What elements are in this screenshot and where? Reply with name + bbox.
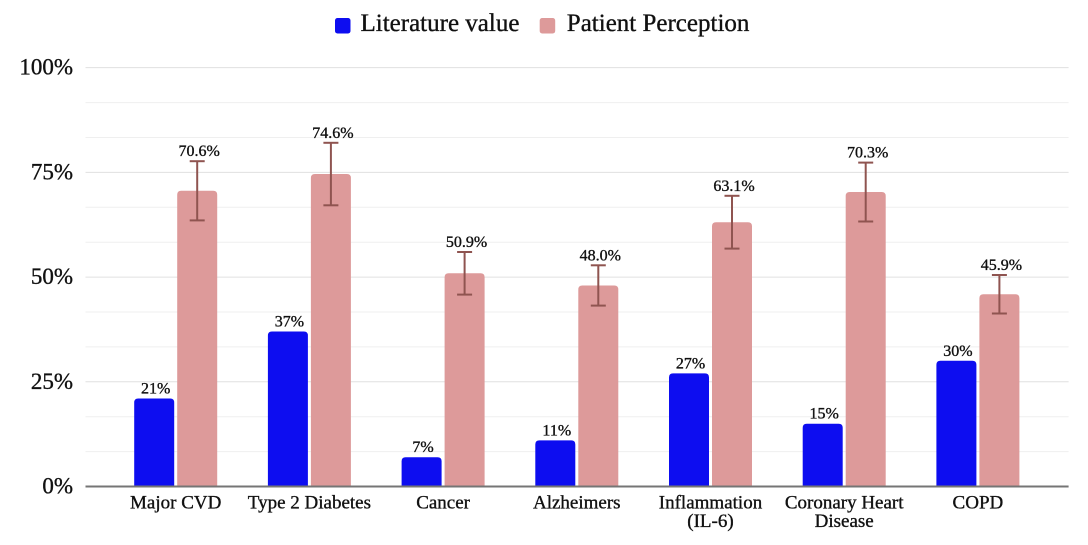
svg-text:70.3%: 70.3%: [847, 145, 888, 162]
svg-text:21%: 21%: [141, 381, 170, 398]
svg-text:15%: 15%: [810, 406, 839, 423]
svg-text:Alzheimers: Alzheimers: [533, 493, 621, 514]
svg-text:50.9%: 50.9%: [446, 234, 487, 251]
svg-text:74.6%: 74.6%: [312, 125, 353, 142]
svg-text:7%: 7%: [412, 439, 433, 456]
svg-text:75%: 75%: [31, 159, 73, 184]
svg-text:100%: 100%: [19, 55, 73, 80]
svg-text:63.1%: 63.1%: [713, 178, 754, 195]
svg-text:27%: 27%: [676, 355, 705, 372]
svg-text:48.0%: 48.0%: [580, 247, 621, 264]
svg-text:COPD: COPD: [953, 493, 1004, 514]
svg-text:30%: 30%: [943, 343, 972, 360]
svg-text:(IL-6): (IL-6): [687, 511, 733, 532]
svg-text:45.9%: 45.9%: [981, 257, 1022, 274]
svg-text:0%: 0%: [42, 474, 73, 499]
svg-text:37%: 37%: [275, 314, 304, 331]
svg-text:Literature value: Literature value: [361, 10, 520, 37]
svg-text:25%: 25%: [31, 369, 73, 394]
svg-text:70.6%: 70.6%: [179, 143, 220, 160]
svg-text:Coronary Heart: Coronary Heart: [785, 493, 904, 514]
svg-text:11%: 11%: [542, 422, 571, 439]
svg-text:Major CVD: Major CVD: [130, 493, 221, 514]
svg-text:Patient Perception: Patient Perception: [567, 10, 750, 37]
svg-text:Cancer: Cancer: [416, 493, 470, 514]
svg-text:Disease: Disease: [815, 511, 874, 532]
svg-text:Type 2 Diabetes: Type 2 Diabetes: [248, 493, 371, 514]
svg-text:50%: 50%: [31, 264, 73, 289]
svg-text:Inflammation: Inflammation: [659, 493, 763, 514]
